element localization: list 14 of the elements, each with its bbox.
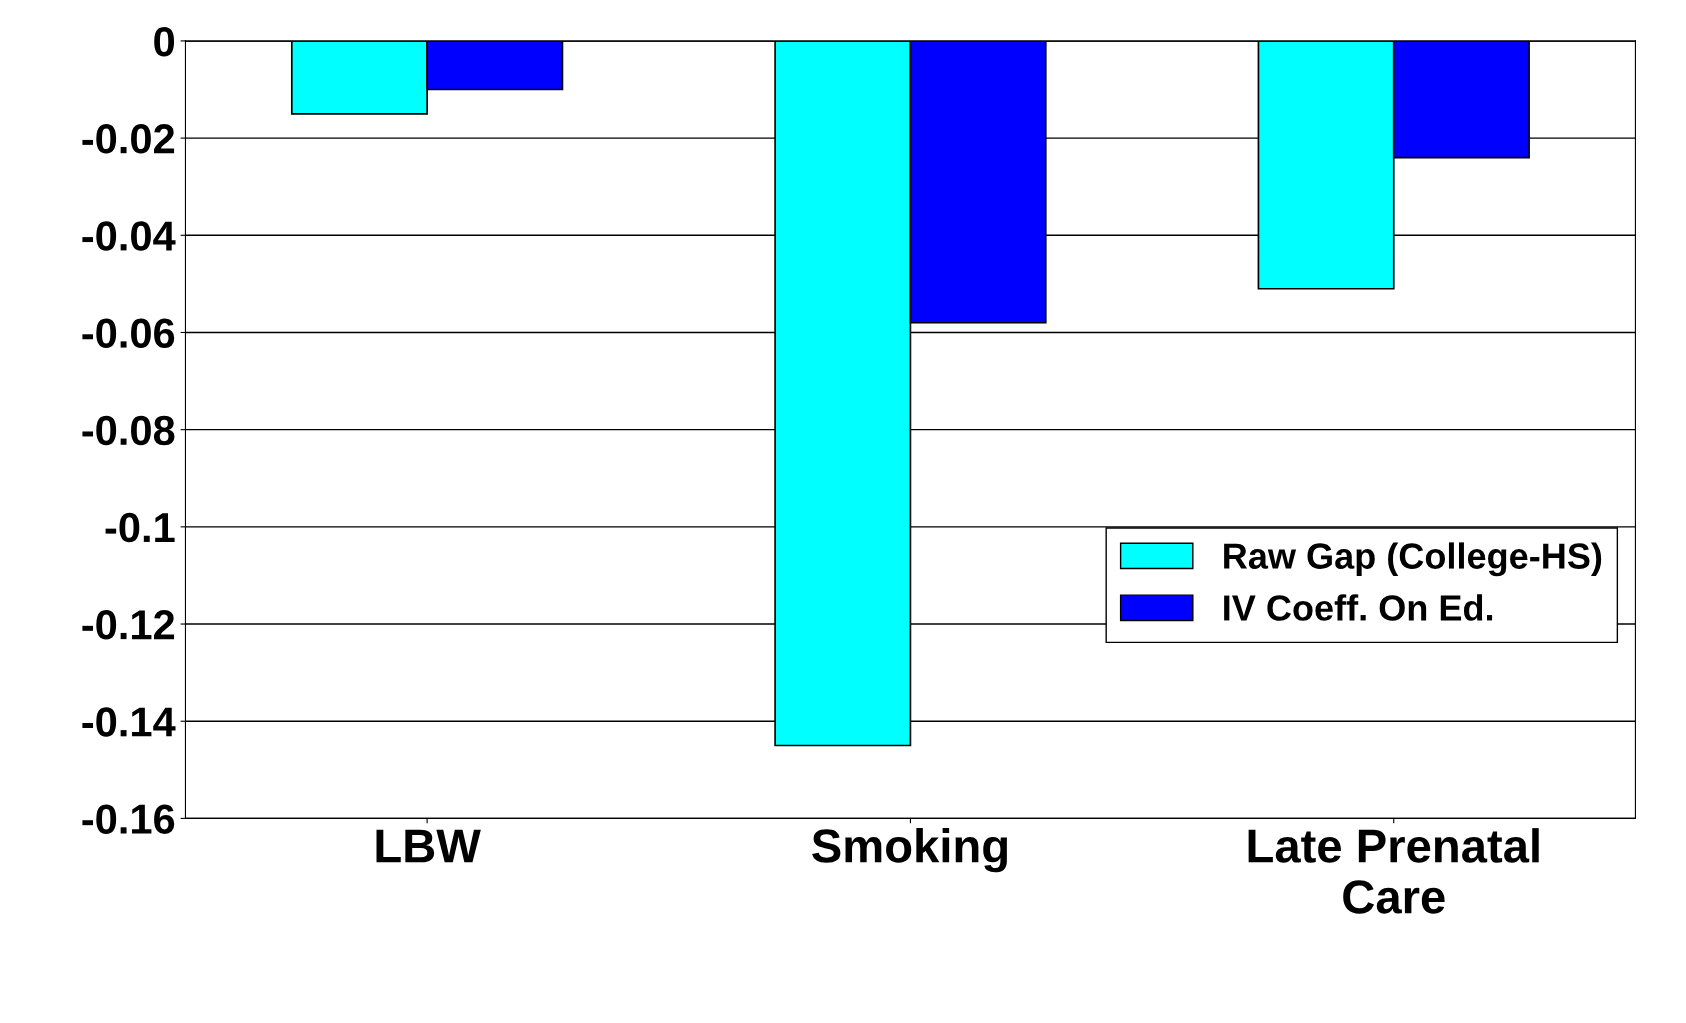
y-tick-label: -0.02: [82, 124, 175, 154]
y-tick-label: -0.14: [82, 707, 176, 737]
y-tick-label: -0.1: [105, 512, 175, 543]
legend-label: IV Coeff. On Ed.: [1224, 594, 1493, 621]
x-tick-label: Late Prenatal Care: [1248, 828, 1539, 914]
y-tick-label: -0.06: [82, 318, 175, 348]
y-tick-label: -0.16: [82, 804, 175, 834]
y-tick-label: -0.04: [82, 221, 176, 251]
y-tick-label: 0: [154, 26, 175, 57]
x-tick-label: LBW: [376, 829, 481, 863]
legend-label: Raw Gap (College-HS): [1224, 542, 1602, 577]
x-tick-label: Smoking: [812, 828, 1007, 873]
y-tick-label: -0.12: [82, 610, 175, 640]
y-tick-label: -0.08: [82, 415, 175, 446]
